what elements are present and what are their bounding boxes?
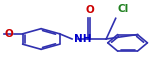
Text: O: O xyxy=(4,29,13,39)
Text: NH: NH xyxy=(74,34,92,44)
Text: Cl: Cl xyxy=(117,4,128,14)
Text: O: O xyxy=(86,5,95,15)
